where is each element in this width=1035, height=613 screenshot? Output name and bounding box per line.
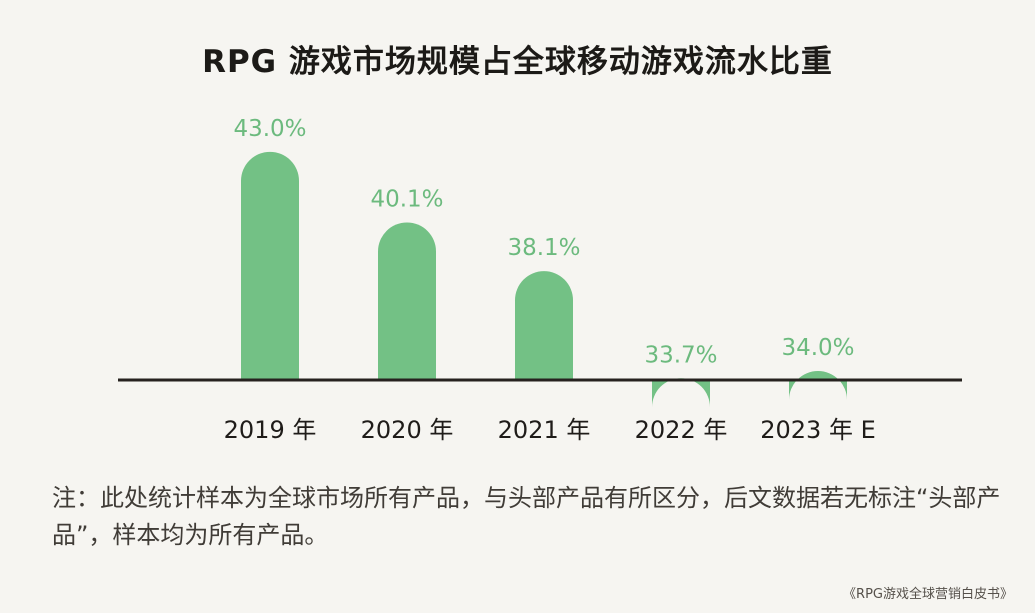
value-label-4: 34.0% bbox=[781, 335, 854, 361]
category-label-4: 2023 年 E bbox=[760, 416, 876, 444]
bar-2 bbox=[515, 271, 573, 380]
value-label-0: 43.0% bbox=[233, 116, 306, 142]
chart-title: RPG 游戏市场规模占全球移动游戏流水比重 bbox=[202, 44, 833, 80]
value-label-2: 38.1% bbox=[507, 235, 580, 261]
bar-3 bbox=[652, 378, 710, 408]
category-label-2: 2021 年 bbox=[498, 416, 591, 444]
value-label-3: 33.7% bbox=[644, 342, 717, 368]
source-caption: 《RPG游戏全球营销白皮书》 bbox=[843, 587, 1013, 602]
bar-0 bbox=[241, 151, 299, 380]
value-label-1: 40.1% bbox=[370, 186, 443, 212]
bar-4 bbox=[789, 371, 847, 400]
category-label-1: 2020 年 bbox=[361, 416, 454, 444]
bar-1 bbox=[378, 222, 436, 380]
footnote: 注：此处统计样本为全球市场所有产品，与头部产品有所区分，后文数据若无标注“头部产… bbox=[52, 484, 1001, 549]
category-label-3: 2022 年 bbox=[635, 416, 728, 444]
bar-chart: 43.0% 2019 年 40.1% 2020 年 38.1% 2021 年 33.7% 20… bbox=[118, 116, 962, 444]
category-label-0: 2019 年 bbox=[224, 416, 317, 444]
